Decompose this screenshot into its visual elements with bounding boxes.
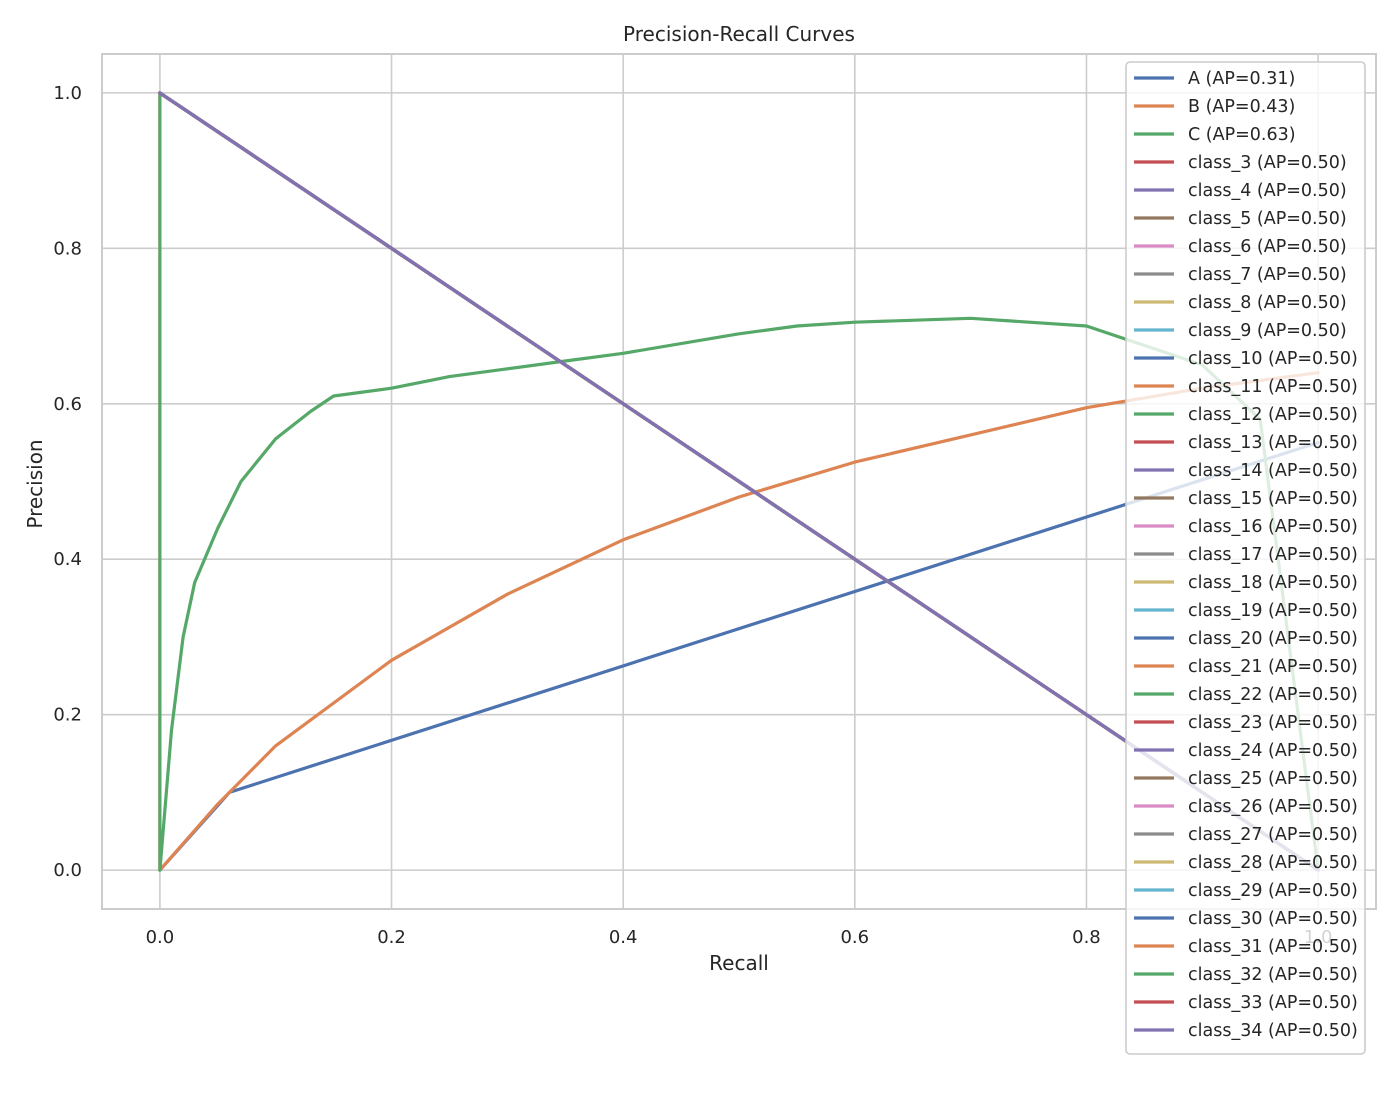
y-tick-label: 1.0 — [53, 83, 82, 104]
series-line-3 — [158, 91, 1320, 872]
legend-label: class_15 (AP=0.50) — [1188, 489, 1358, 509]
y-axis-label: Precision — [23, 439, 47, 528]
legend-label: class_26 (AP=0.50) — [1188, 797, 1358, 817]
legend-label: A (AP=0.31) — [1188, 69, 1295, 89]
legend: A (AP=0.31) B (AP=0.43) C (AP=0.63) class_3… — [1125, 61, 1366, 1055]
series-line-2 — [158, 91, 1320, 872]
legend-label: class_9 (AP=0.50) — [1188, 321, 1347, 341]
legend-label: class_13 (AP=0.50) — [1188, 433, 1358, 453]
legend-label: class_31 (AP=0.50) — [1188, 937, 1358, 957]
legend-label: class_27 (AP=0.50) — [1188, 825, 1358, 845]
x-tick-label: 0.6 — [840, 927, 869, 948]
legend-label: class_20 (AP=0.50) — [1188, 629, 1358, 649]
legend-label: class_24 (AP=0.50) — [1188, 741, 1358, 761]
legend-label: class_32 (AP=0.50) — [1188, 965, 1358, 985]
legend-label: class_23 (AP=0.50) — [1188, 713, 1358, 733]
plot-frame — [101, 53, 1377, 910]
y-tick-label: 0.8 — [53, 238, 82, 259]
legend-label: class_5 (AP=0.50) — [1188, 209, 1347, 229]
y-tick-label: 0.4 — [53, 549, 82, 570]
legend-frame — [1125, 61, 1366, 1055]
legend-label: class_34 (AP=0.50) — [1188, 1021, 1358, 1041]
y-tick-label: 0.6 — [53, 394, 82, 415]
legend-label: class_8 (AP=0.50) — [1188, 293, 1347, 313]
plot-area: 0.00.20.40.60.81.00.00.20.40.60.81.0 — [53, 53, 1377, 948]
legend-label: class_33 (AP=0.50) — [1188, 993, 1358, 1013]
x-tick-label: 0.0 — [146, 927, 175, 948]
legend-label: class_4 (AP=0.50) — [1188, 181, 1347, 201]
legend-label: class_6 (AP=0.50) — [1188, 237, 1347, 257]
y-tick-label: 0.0 — [53, 860, 82, 881]
legend-label: class_12 (AP=0.50) — [1188, 405, 1358, 425]
legend-label: class_22 (AP=0.50) — [1188, 685, 1358, 705]
legend-label: B (AP=0.43) — [1188, 97, 1295, 117]
legend-label: class_3 (AP=0.50) — [1188, 153, 1347, 173]
legend-label: C (AP=0.63) — [1188, 125, 1296, 145]
legend-label: class_16 (AP=0.50) — [1188, 517, 1358, 537]
legend-label: class_14 (AP=0.50) — [1188, 461, 1358, 481]
legend-label: class_25 (AP=0.50) — [1188, 769, 1358, 789]
y-tick-label: 0.2 — [53, 705, 82, 726]
legend-label: class_19 (AP=0.50) — [1188, 601, 1358, 621]
legend-label: class_28 (AP=0.50) — [1188, 853, 1358, 873]
legend-label: class_18 (AP=0.50) — [1188, 573, 1358, 593]
legend-label: class_11 (AP=0.50) — [1188, 377, 1358, 397]
legend-label: class_29 (AP=0.50) — [1188, 881, 1358, 901]
chart-title: Precision-Recall Curves — [623, 22, 855, 46]
x-tick-label: 0.8 — [1072, 927, 1101, 948]
legend-label: class_10 (AP=0.50) — [1188, 349, 1358, 369]
legend-label: class_7 (AP=0.50) — [1188, 265, 1347, 285]
legend-label: class_21 (AP=0.50) — [1188, 657, 1358, 677]
legend-label: class_30 (AP=0.50) — [1188, 909, 1358, 929]
x-tick-label: 0.4 — [609, 927, 638, 948]
x-axis-label: Recall — [709, 951, 769, 975]
x-tick-label: 0.2 — [377, 927, 406, 948]
series-line-35 — [158, 91, 1320, 872]
legend-label: class_17 (AP=0.50) — [1188, 545, 1358, 565]
